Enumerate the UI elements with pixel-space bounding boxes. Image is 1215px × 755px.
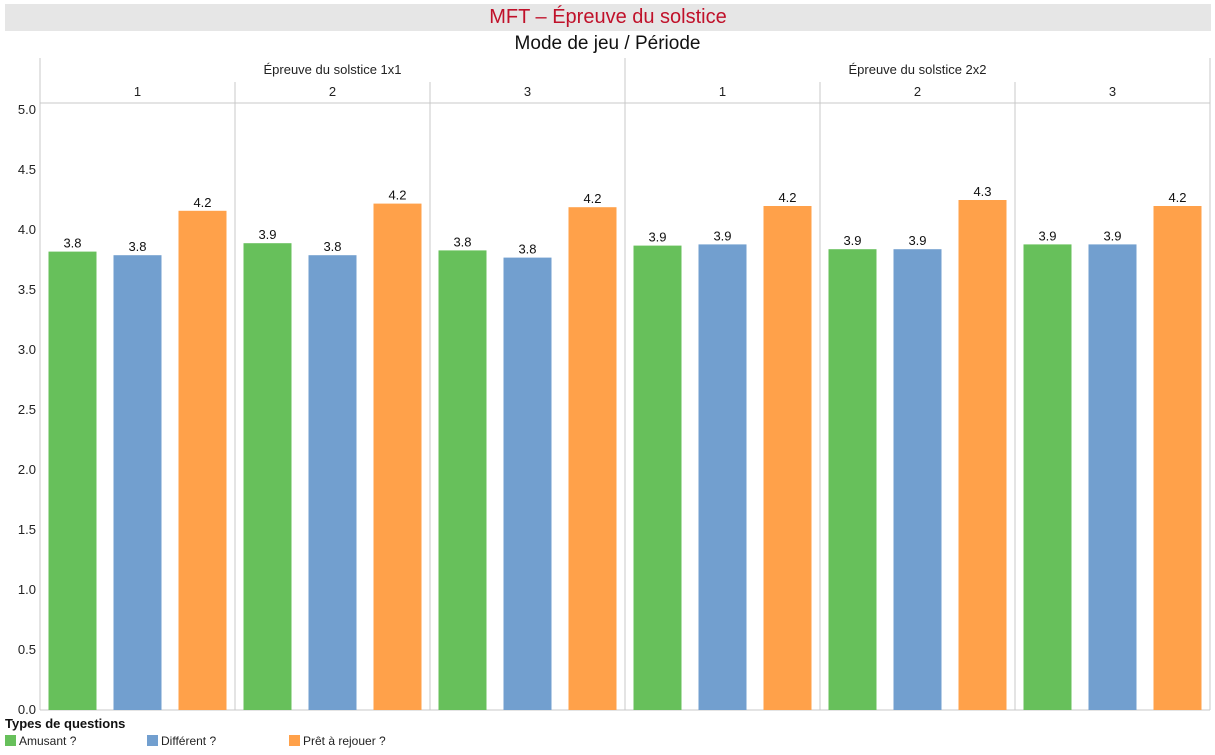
period-header-label: 3 [1109,84,1116,99]
bar [373,203,422,710]
data-label: 3.9 [713,228,731,243]
bar [243,243,292,710]
bar-chart: Épreuve du solstice 1x1 Épreuve du solsti… [18,58,1211,716]
legend-swatch [147,735,158,746]
bar [1088,244,1137,710]
legend-label: Amusant ? [19,734,77,748]
legend: Types de questions Amusant ? Différent ?… [5,716,605,752]
legend-item-different[interactable]: Différent ? [147,734,216,750]
legend-title: Types de questions [5,716,126,731]
data-label: 4.3 [973,184,991,199]
y-tick-label: 1.5 [18,522,36,537]
bar [828,249,877,710]
legend-swatch [5,735,16,746]
legend-swatch [289,735,300,746]
data-label: 3.9 [843,233,861,248]
y-tick-label: 2.0 [18,462,36,477]
y-tick-label: 4.5 [18,162,36,177]
data-label: 3.9 [648,230,666,245]
bar [113,255,162,710]
y-tick-label: 0.0 [18,702,36,716]
group-header-label: Épreuve du solstice 1x1 [263,62,401,77]
period-header-label: 2 [329,84,336,99]
data-label: 3.9 [1103,228,1121,243]
data-label: 3.8 [453,234,471,249]
y-tick-label: 4.0 [18,222,36,237]
data-label: 4.2 [193,195,211,210]
bar [438,250,487,710]
data-label: 3.8 [128,239,146,254]
bar [178,210,227,711]
bar [308,255,357,710]
data-label: 4.2 [1168,190,1186,205]
y-tick-label: 3.5 [18,282,36,297]
y-tick-label: 0.5 [18,642,36,657]
bar [763,206,812,710]
data-label: 3.9 [1038,228,1056,243]
group-header-label: Épreuve du solstice 2x2 [848,62,986,77]
bar [1153,206,1202,710]
legend-item-pret[interactable]: Prêt à rejouer ? [289,734,386,750]
data-label: 4.2 [583,191,601,206]
period-header-label: 1 [134,84,141,99]
data-label: 4.2 [778,190,796,205]
bar [698,244,747,710]
period-header-label: 3 [524,84,531,99]
bar [48,251,97,710]
data-label: 3.9 [908,233,926,248]
bar [1023,244,1072,710]
bar [568,207,617,710]
bar [958,200,1007,710]
data-label: 4.2 [388,188,406,203]
bar [503,257,552,710]
period-header-label: 2 [914,84,921,99]
legend-label: Prêt à rejouer ? [303,734,386,748]
data-label: 3.8 [518,242,536,257]
period-header-label: 1 [719,84,726,99]
data-label: 3.8 [323,239,341,254]
chart-subtitle: Mode de jeu / Période [514,33,701,54]
legend-label: Différent ? [161,734,217,748]
data-label: 3.9 [258,227,276,242]
chart-title-bar: MFT – Épreuve du solstice [5,4,1211,31]
data-label: 3.8 [63,236,81,251]
legend-item-amusant[interactable]: Amusant ? [5,734,76,750]
bar [893,249,942,710]
y-tick-label: 1.0 [18,582,36,597]
chart-title: MFT – Épreuve du solstice [489,6,727,28]
y-tick-label: 3.0 [18,342,36,357]
y-tick-label: 2.5 [18,402,36,417]
y-tick-label: 5.0 [18,102,36,117]
bar [633,245,682,710]
